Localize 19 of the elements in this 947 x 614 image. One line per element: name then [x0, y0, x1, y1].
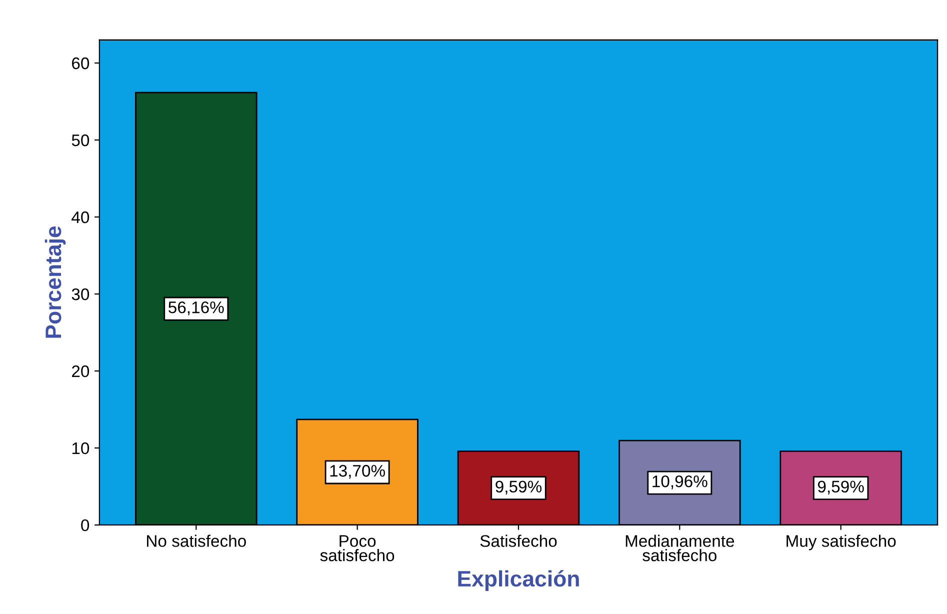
y-tick-label: 60 [72, 57, 90, 70]
y-tick-label: 0 [81, 519, 90, 532]
data-label: 9,59% [818, 480, 864, 494]
x-tick-label: Poco satisfecho [320, 535, 394, 562]
x-tick-label: No satisfecho [147, 534, 246, 547]
data-label: 13,70% [330, 464, 385, 479]
y-tick-label: 50 [72, 134, 90, 146]
y-axis-title: Porcentaje [44, 226, 66, 338]
y-tick-label: 10 [72, 442, 90, 454]
x-tick-label: Satisfecho [480, 534, 557, 547]
data-label: 10,96% [652, 475, 708, 490]
data-label: 9,59% [496, 480, 542, 494]
x-axis-title: Explicación [458, 570, 579, 592]
y-tick-label: 20 [72, 365, 90, 378]
x-tick-label: Muy satisfecho [786, 534, 896, 550]
data-label: 56,16% [168, 301, 224, 316]
x-tick-label: Medianamente satisfecho [626, 534, 734, 562]
y-tick-label: 30 [72, 288, 90, 300]
y-tick-label: 40 [72, 211, 90, 224]
